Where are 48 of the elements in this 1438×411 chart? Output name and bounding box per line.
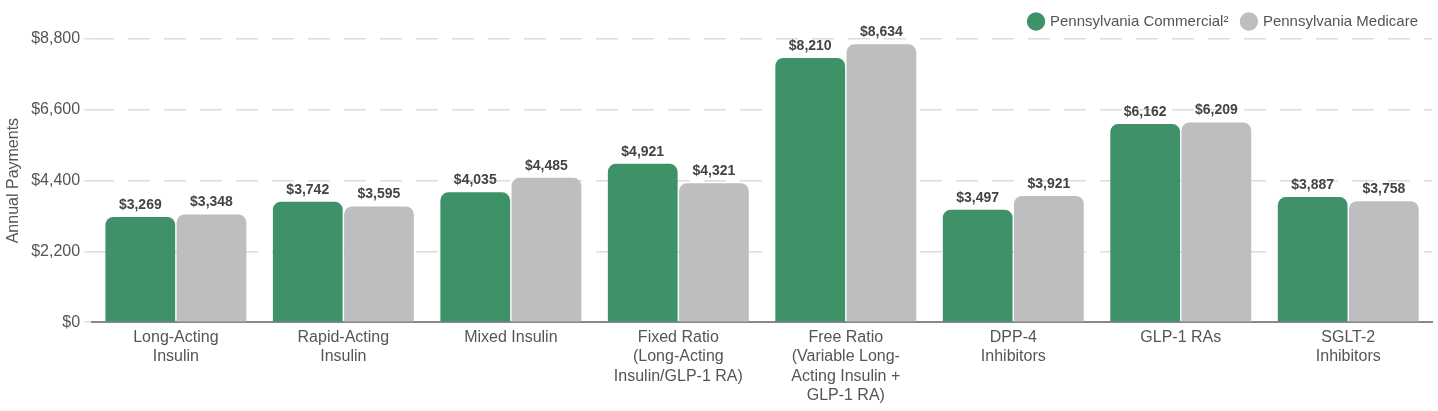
x-tick-label: SGLT-2 Inhibitors	[1315, 328, 1381, 365]
x-tick-label: GLP-1 RAs	[1140, 328, 1222, 346]
bar	[1181, 122, 1252, 322]
data-label: $3,348	[190, 193, 234, 210]
data-label: $8,634	[859, 23, 904, 40]
data-label: $3,758	[1362, 180, 1406, 197]
data-label: $3,595	[357, 185, 401, 202]
data-label: $6,209	[1194, 101, 1238, 118]
bar	[846, 44, 917, 322]
x-tick-label: DPP-4 Inhibitors	[980, 328, 1046, 365]
x-tick-label: Free Ratio (Variable Long- Acting Insulin + GLP-1 RA)	[791, 328, 901, 403]
data-label: $4,035	[453, 171, 497, 188]
bar	[942, 209, 1013, 322]
data-label: $3,921	[1027, 174, 1071, 191]
bar	[272, 201, 343, 322]
x-tick-label: Rapid-Acting Insulin	[297, 328, 390, 365]
data-label: $3,742	[286, 180, 330, 197]
bar	[1277, 197, 1348, 322]
bar	[511, 177, 582, 322]
bar	[105, 217, 176, 322]
data-label: $4,485	[525, 156, 569, 173]
bar	[1110, 123, 1181, 322]
data-label: $3,887	[1291, 175, 1335, 192]
data-label: $8,210	[788, 36, 832, 53]
data-label: $3,269	[118, 195, 162, 212]
legend-label: Pennsylvania Medicare	[1262, 11, 1419, 29]
y-tick-label: $2,200	[31, 241, 81, 259]
bar	[1348, 201, 1419, 322]
data-label: $3,497	[956, 188, 1000, 205]
data-label: $4,321	[692, 162, 736, 178]
x-tick-label: Fixed Ratio (Long-Acting Insulin/GLP-1 RA)	[613, 328, 743, 384]
bar	[176, 214, 247, 322]
y-tick-label: $6,600	[31, 100, 81, 118]
data-label: $4,921	[621, 142, 665, 159]
bar	[775, 57, 846, 322]
y-tick-label: $0	[62, 312, 81, 330]
bar	[679, 183, 749, 322]
y-axis-title: Annual Payments	[4, 117, 22, 244]
bar	[607, 163, 678, 322]
data-label: $6,162	[1123, 102, 1167, 119]
bar	[344, 206, 414, 322]
y-tick-label: $4,400	[31, 171, 81, 189]
bar	[440, 192, 511, 322]
x-tick-label: Long-Acting Insulin	[133, 328, 219, 365]
legend-label: Pennsylvania Commercial²	[1050, 11, 1229, 29]
y-tick-label: $8,800	[31, 29, 81, 47]
bar	[1014, 196, 1084, 322]
x-tick-label: Mixed Insulin	[464, 328, 558, 346]
